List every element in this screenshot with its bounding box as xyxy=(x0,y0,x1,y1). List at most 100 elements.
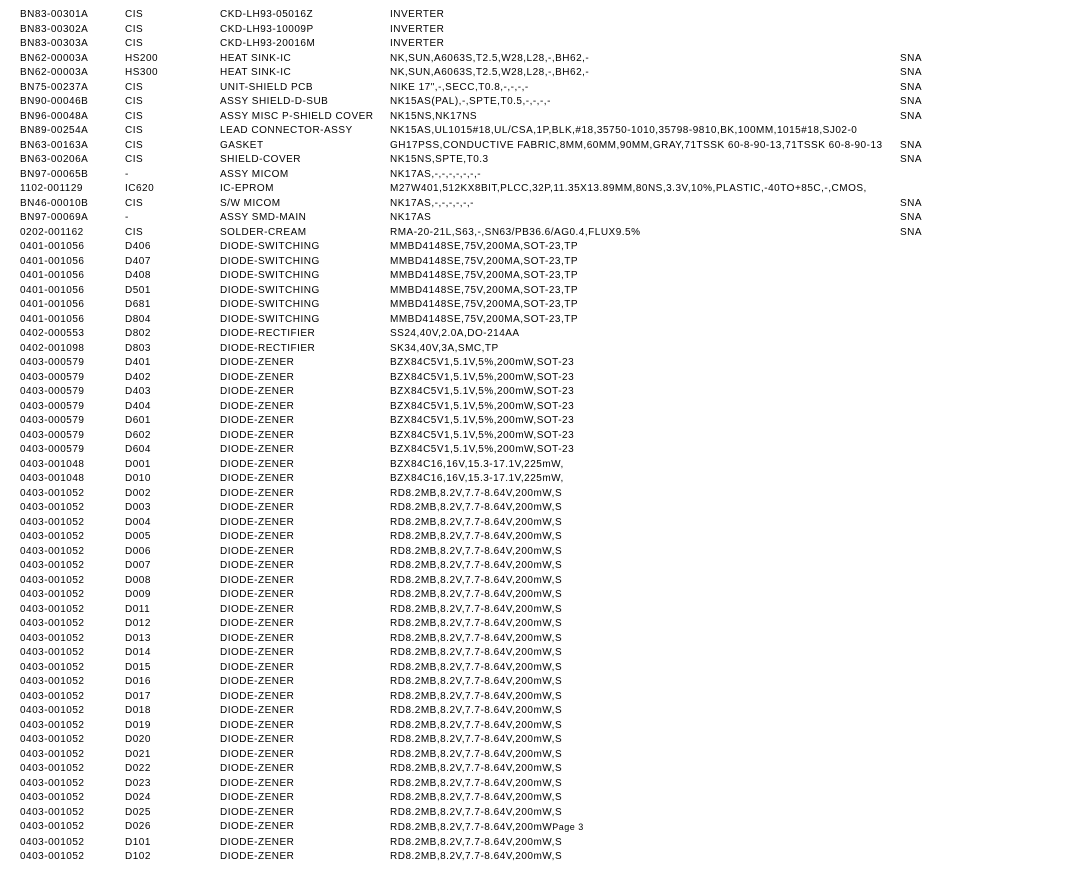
table-row: BN97-00069A-ASSY SMD-MAINNK17ASSNA xyxy=(20,211,1060,226)
part-number: 0403-001052 xyxy=(20,690,125,705)
part-number: 1102-001129 xyxy=(20,182,125,197)
note xyxy=(900,516,940,531)
table-row: 0403-001052D004DIODE-ZENERRD8.2MB,8.2V,7… xyxy=(20,516,1060,531)
reference: CIS xyxy=(125,95,220,110)
reference: D019 xyxy=(125,719,220,734)
reference: D014 xyxy=(125,646,220,661)
description: DIODE-ZENER xyxy=(220,574,390,589)
reference: D602 xyxy=(125,429,220,444)
note: SNA xyxy=(900,95,940,110)
note xyxy=(900,255,940,270)
note xyxy=(900,472,940,487)
table-row: 0403-001052D017DIODE-ZENERRD8.2MB,8.2V,7… xyxy=(20,690,1060,705)
note xyxy=(900,559,940,574)
part-number: BN89-00254A xyxy=(20,124,125,139)
reference: D022 xyxy=(125,762,220,777)
description: DIODE-ZENER xyxy=(220,501,390,516)
table-row: BN89-00254ACISLEAD CONNECTOR-ASSYNK15AS,… xyxy=(20,124,1060,139)
description: DIODE-ZENER xyxy=(220,545,390,560)
specification: BZX84C5V1,5.1V,5%,200mW,SOT-23 xyxy=(390,356,900,371)
specification: RD8.2MB,8.2V,7.7-8.64V,200mW,S xyxy=(390,632,900,647)
table-row: 0403-001052D006DIODE-ZENERRD8.2MB,8.2V,7… xyxy=(20,545,1060,560)
specification: RD8.2MB,8.2V,7.7-8.64V,200mW,S xyxy=(390,777,900,792)
reference: D407 xyxy=(125,255,220,270)
specification: SS24,40V,2.0A,DO-214AA xyxy=(390,327,900,342)
reference: D404 xyxy=(125,400,220,415)
specification: RD8.2MB,8.2V,7.7-8.64V,200mW,S xyxy=(390,791,900,806)
description: DIODE-SWITCHING xyxy=(220,269,390,284)
note xyxy=(900,806,940,821)
table-row: 0202-001162CISSOLDER-CREAMRMA-20-21L,S63… xyxy=(20,226,1060,241)
part-number: 0402-001098 xyxy=(20,342,125,357)
table-row: BN63-00206ACISSHIELD-COVERNK15NS,SPTE,T0… xyxy=(20,153,1060,168)
part-number: 0401-001056 xyxy=(20,240,125,255)
part-number: 0403-001052 xyxy=(20,501,125,516)
note xyxy=(900,719,940,734)
table-row: 0403-001052D002DIODE-ZENERRD8.2MB,8.2V,7… xyxy=(20,487,1060,502)
table-row: 0402-000553D802DIODE-RECTIFIERSS24,40V,2… xyxy=(20,327,1060,342)
reference: D101 xyxy=(125,836,220,851)
description: DIODE-ZENER xyxy=(220,661,390,676)
part-number: 0403-001052 xyxy=(20,791,125,806)
part-number: 0403-001052 xyxy=(20,646,125,661)
specification: BZX84C5V1,5.1V,5%,200mW,SOT-23 xyxy=(390,429,900,444)
description: GASKET xyxy=(220,139,390,154)
table-row: 0403-001048D001DIODE-ZENERBZX84C16,16V,1… xyxy=(20,458,1060,473)
table-row: 0403-001052D011DIODE-ZENERRD8.2MB,8.2V,7… xyxy=(20,603,1060,618)
description: ASSY MISC P-SHIELD COVER xyxy=(220,110,390,125)
description: DIODE-ZENER xyxy=(220,617,390,632)
description: DIODE-ZENER xyxy=(220,356,390,371)
part-number: 0403-000579 xyxy=(20,429,125,444)
note xyxy=(900,429,940,444)
table-row: 0403-001052D016DIODE-ZENERRD8.2MB,8.2V,7… xyxy=(20,675,1060,690)
part-number: BN63-00163A xyxy=(20,139,125,154)
description: DIODE-RECTIFIER xyxy=(220,342,390,357)
reference: D006 xyxy=(125,545,220,560)
specification: INVERTER xyxy=(390,8,900,23)
description: HEAT SINK-IC xyxy=(220,52,390,67)
note xyxy=(900,284,940,299)
specification: NK15AS,UL1015#18,UL/CSA,1P,BLK,#18,35750… xyxy=(390,124,900,139)
specification: RD8.2MB,8.2V,7.7-8.64V,200mW,S xyxy=(390,690,900,705)
specification: BZX84C5V1,5.1V,5%,200mW,SOT-23 xyxy=(390,371,900,386)
reference: D026 xyxy=(125,820,220,836)
reference: D406 xyxy=(125,240,220,255)
note xyxy=(900,240,940,255)
table-row: 0403-001052D018DIODE-ZENERRD8.2MB,8.2V,7… xyxy=(20,704,1060,719)
specification: RD8.2MB,8.2V,7.7-8.64V,200mW,S xyxy=(390,762,900,777)
description: ASSY SMD-MAIN xyxy=(220,211,390,226)
table-row: 0403-001052D005DIODE-ZENERRD8.2MB,8.2V,7… xyxy=(20,530,1060,545)
table-row: 0403-001052D020DIODE-ZENERRD8.2MB,8.2V,7… xyxy=(20,733,1060,748)
specification: RD8.2MB,8.2V,7.7-8.64V,200mW,S xyxy=(390,530,900,545)
part-number: 0403-001052 xyxy=(20,559,125,574)
table-row: 0401-001056D501DIODE-SWITCHINGMMBD4148SE… xyxy=(20,284,1060,299)
specification: RD8.2MB,8.2V,7.7-8.64V,200mW,S xyxy=(390,748,900,763)
specification: RD8.2MB,8.2V,7.7-8.64V,200mW,S xyxy=(390,646,900,661)
note xyxy=(900,748,940,763)
specification: RD8.2MB,8.2V,7.7-8.64V,200mW,S xyxy=(390,545,900,560)
reference: D604 xyxy=(125,443,220,458)
description: DIODE-SWITCHING xyxy=(220,298,390,313)
note: SNA xyxy=(900,52,940,67)
description: DIODE-ZENER xyxy=(220,719,390,734)
description: DIODE-ZENER xyxy=(220,836,390,851)
description: DIODE-ZENER xyxy=(220,820,390,836)
description: DIODE-ZENER xyxy=(220,588,390,603)
description: DIODE-ZENER xyxy=(220,806,390,821)
reference: D013 xyxy=(125,632,220,647)
specification: MMBD4148SE,75V,200MA,SOT-23,TP xyxy=(390,240,900,255)
specification: INVERTER xyxy=(390,37,900,52)
note xyxy=(900,690,940,705)
description: DIODE-ZENER xyxy=(220,646,390,661)
part-number: 0403-001052 xyxy=(20,762,125,777)
description: UNIT-SHIELD PCB xyxy=(220,81,390,96)
table-row: BN63-00163ACISGASKETGH17PSS,CONDUCTIVE F… xyxy=(20,139,1060,154)
note xyxy=(900,762,940,777)
reference: D401 xyxy=(125,356,220,371)
part-number: 0403-001052 xyxy=(20,545,125,560)
reference: D015 xyxy=(125,661,220,676)
note: SNA xyxy=(900,197,940,212)
part-number: 0401-001056 xyxy=(20,298,125,313)
note xyxy=(900,487,940,502)
specification: NK,SUN,A6063S,T2.5,W28,L28,-,BH62,- xyxy=(390,66,900,81)
